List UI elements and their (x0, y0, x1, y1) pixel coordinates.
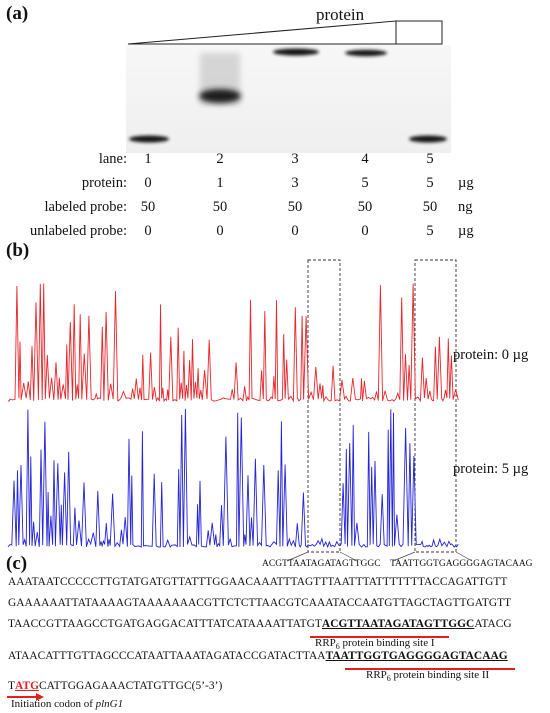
sequence-line-5-post: CATTGGAGAAACTATGTTGC(5’-3’) (39, 680, 223, 692)
panel-c-label: (c) (6, 553, 28, 574)
start-codon: ATG (15, 680, 40, 692)
cell-protein-2: 1 (216, 175, 224, 191)
binding-site-2-label-suffix: protein binding site II (390, 669, 490, 681)
gel-band-lane-3 (273, 48, 319, 56)
protected-region-box-1 (307, 259, 341, 553)
cell-unlabeled-3: 0 (291, 223, 299, 239)
sequence-line-3-post: ATACG (474, 618, 512, 630)
protein-gradient-wedge (127, 20, 443, 45)
initiation-codon-label: Initiation codon of plnG1 (11, 698, 123, 710)
start-codon-arrow (7, 693, 44, 701)
cell-protein-5: 5 (426, 175, 434, 191)
region-sequence-2: TAATTGGTGAGGGGAGTACAAG (390, 559, 533, 569)
binding-site-2-label: RRP6 protein binding site II (366, 669, 489, 683)
cell-protein-4: 5 (361, 175, 369, 191)
sequence-line-2: GAAAAAATTATAAAAGTAAAAAAACGTTCTCTTAACGTCA… (8, 597, 512, 609)
row-label-unlabeled-probe: unlabeled probe: (29, 223, 127, 239)
region-sequence-1: ACGTTAATAGATAGTTGGC (262, 559, 381, 569)
cell-lane-5: 5 (426, 151, 434, 167)
row-label-labeled-probe: labeled probe: (44, 199, 127, 215)
unit-protein: µg (458, 175, 474, 191)
gel-band-lane-1 (129, 135, 169, 143)
connector-right-1 (339, 551, 358, 562)
binding-site-2-underline (345, 668, 515, 670)
binding-site-1-underline (310, 636, 449, 638)
unit-unlabeled: µg (458, 223, 474, 239)
connector-right-2 (455, 551, 473, 562)
cell-unlabeled-2: 0 (216, 223, 224, 239)
sequence-line-3: TAACCGTTAAGCCTGATGAGGACATTTATCATAAAATTAT… (8, 618, 512, 630)
binding-site-1-label-suffix: protein binding site I (339, 637, 435, 649)
trace-blue (7, 408, 459, 549)
gradient-label: protein (316, 5, 365, 24)
cell-protein-3: 3 (291, 175, 299, 191)
footprint-traces (7, 259, 473, 562)
cell-unlabeled-5: 5 (426, 223, 434, 239)
sequence-line-5-pre: T (8, 680, 16, 692)
row-label-lane: lane: (98, 151, 127, 167)
gradient-box (395, 20, 443, 45)
panel-b-label: (b) (6, 240, 30, 261)
cell-protein-1: 0 (144, 175, 152, 191)
gel-band-lane-4 (345, 49, 387, 57)
cell-lane-1: 1 (144, 151, 152, 167)
gradient-wedge-triangle (127, 20, 397, 45)
row-label-protein: protein: (81, 175, 127, 191)
connector-left-2 (392, 551, 416, 562)
panel-a-label: (a) (6, 3, 29, 24)
gel-band-lane-2 (199, 89, 241, 103)
cell-unlabeled-4: 0 (361, 223, 369, 239)
cell-labeled-1: 50 (140, 199, 156, 215)
binding-site-2-sequence: TAATTGGTGAGGGGAGTACAAG (325, 650, 508, 662)
emsa-gel-image (126, 45, 451, 153)
cell-labeled-3: 50 (287, 199, 303, 215)
trace-red (8, 283, 459, 403)
protected-region-box-2 (414, 259, 457, 553)
binding-site-1-label-text: RRP (315, 637, 336, 649)
cell-lane-3: 3 (291, 151, 299, 167)
initiation-codon-label-text: Initiation codon of (11, 698, 96, 710)
sequence-line-4-pre: ATAACATTTGTTAGCCCATAATTAAATAGATACCGATACT… (8, 650, 326, 662)
cell-unlabeled-1: 0 (144, 223, 152, 239)
sequence-line-5: TATGCATTGGAGAAACTATGTTGC(5’-3’) (8, 680, 222, 692)
gel-band-lane-5 (409, 135, 447, 143)
binding-site-2-label-sub: 6 (386, 674, 391, 684)
trace-label-blue: protein: 5 µg (453, 461, 529, 477)
cell-lane-2: 2 (216, 151, 224, 167)
unit-labeled: ng (458, 199, 473, 215)
cell-labeled-5: 50 (422, 199, 438, 215)
sequence-line-4: ATAACATTTGTTAGCCCATAATTAAATAGATACCGATACT… (8, 650, 508, 662)
cell-labeled-4: 50 (357, 199, 373, 215)
cell-labeled-2: 50 (212, 199, 228, 215)
binding-site-1-label-sub: 6 (335, 642, 340, 652)
gel-background (126, 45, 451, 153)
sequence-line-3-pre: TAACCGTTAAGCCTGATGAGGACATTTATCATAAAATTAT… (8, 618, 322, 630)
initiation-codon-gene: plnG1 (95, 698, 124, 710)
sequence-line-1: AAATAATCCCCCTTGTATGATGTTATTTGGAACAAATTTA… (8, 576, 508, 588)
binding-site-1-label: RRP6 protein binding site I (315, 637, 435, 651)
trace-label-red: protein: 0 µg (453, 347, 529, 363)
cell-lane-4: 4 (361, 151, 369, 167)
binding-site-2-label-text: RRP (366, 669, 387, 681)
binding-site-1-sequence: ACGTTAATAGATAGTTGGC (321, 618, 475, 630)
connector-left-1 (286, 551, 309, 562)
